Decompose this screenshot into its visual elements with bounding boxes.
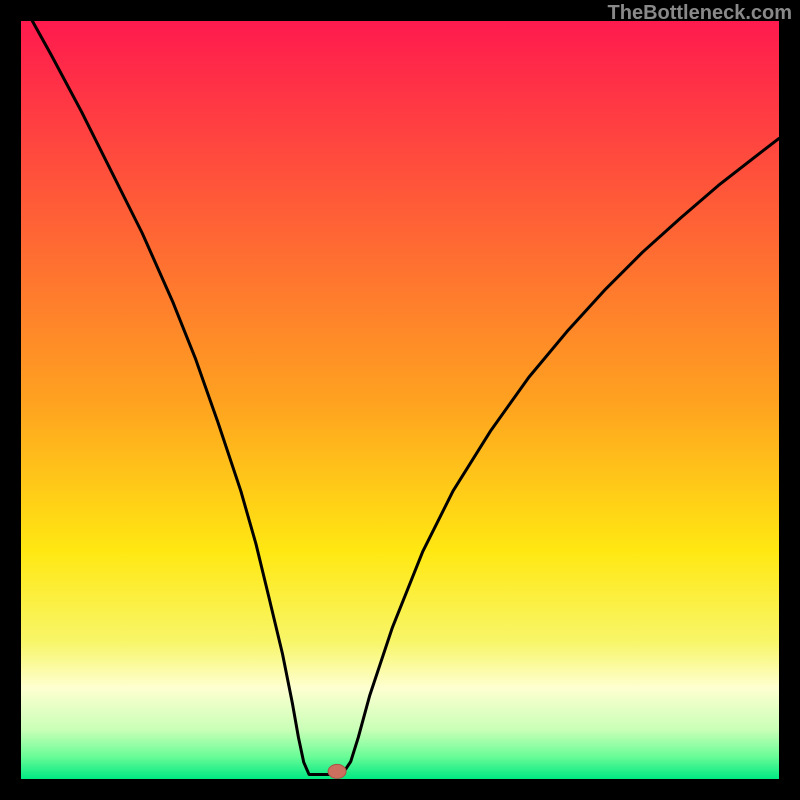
optimal-point-marker [328,764,346,778]
gradient-background [21,21,779,779]
bottleneck-chart [0,0,800,800]
chart-container: TheBottleneck.com [0,0,800,800]
